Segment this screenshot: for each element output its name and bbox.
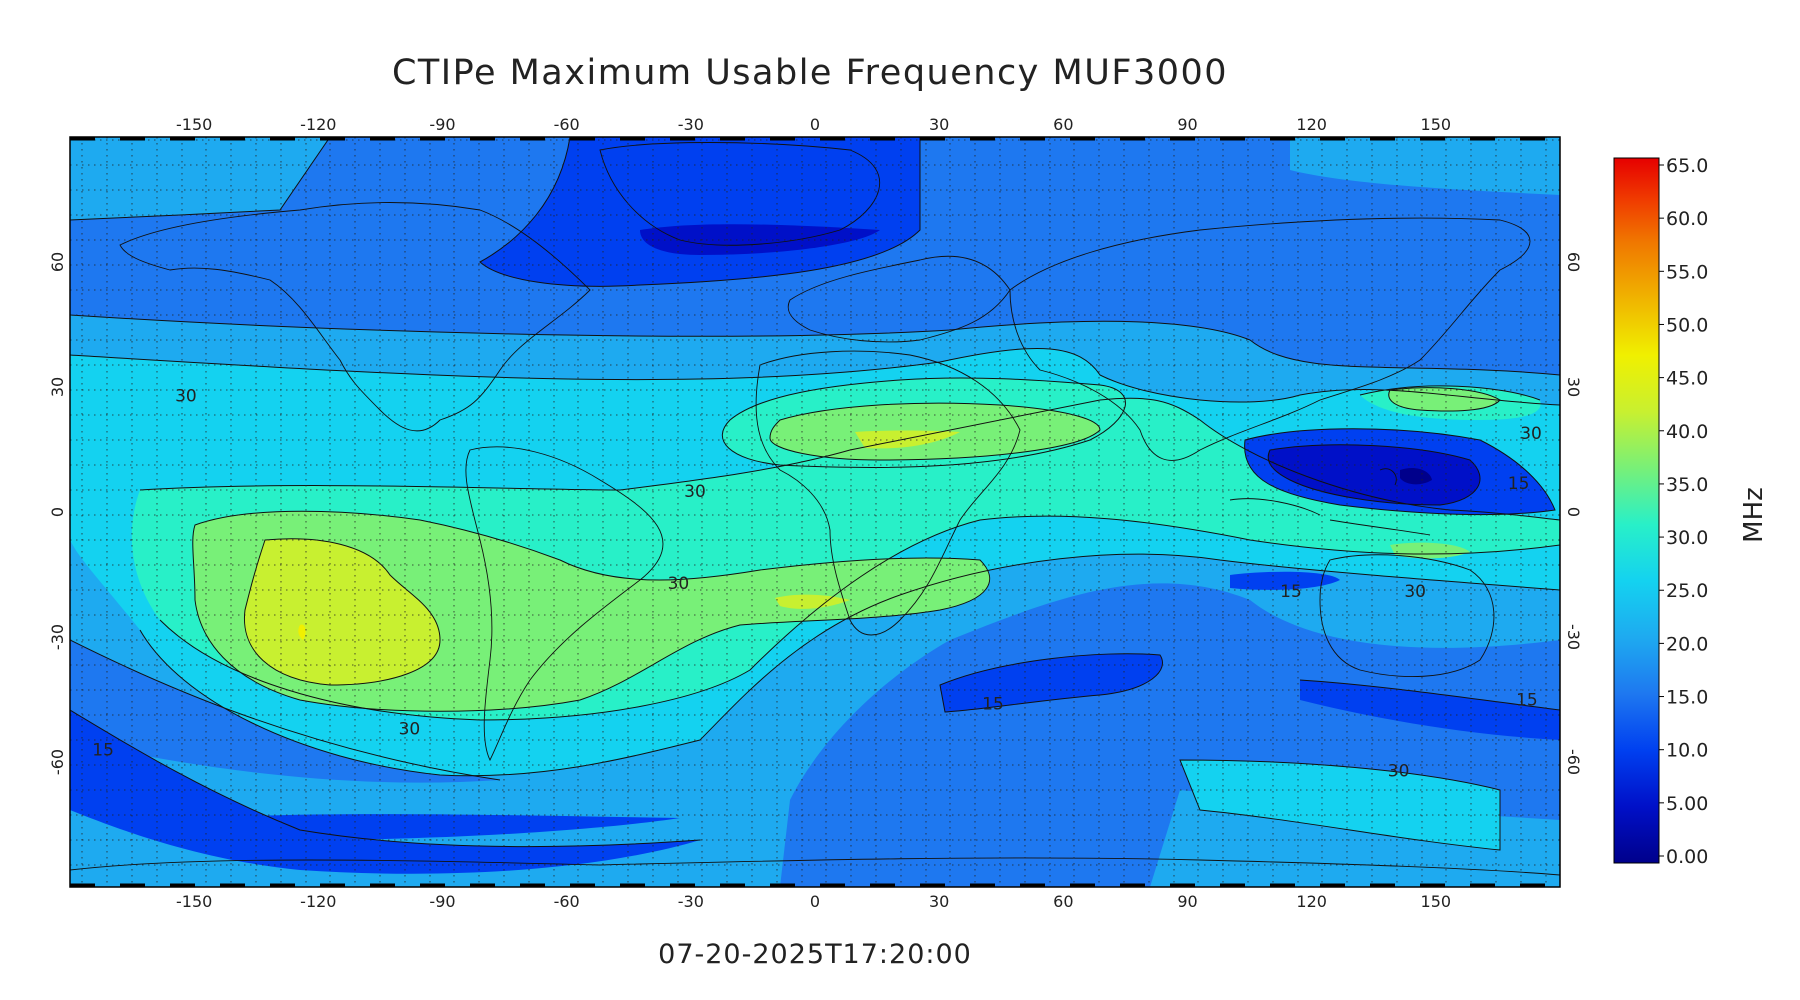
contour-label: 30 bbox=[175, 386, 197, 406]
lon-tick-top: 0 bbox=[810, 115, 820, 134]
lon-tick-bottom: 120 bbox=[1296, 892, 1327, 911]
lon-tick-bottom: 60 bbox=[1053, 892, 1073, 911]
contour-lines bbox=[70, 137, 1560, 851]
colorbar-unit-label: MHz bbox=[1739, 487, 1769, 543]
colorbar-tick-label: 55.0 bbox=[1666, 261, 1708, 283]
lat-tick-right: 0 bbox=[1564, 507, 1583, 517]
lon-tick-bottom: -150 bbox=[176, 892, 212, 911]
colorbar-ticks: 0.00 5.00 10.0 15.0 20.0 25.0 30.0 35.0 40.0 45.0… bbox=[1659, 155, 1708, 868]
colorbar-gradient bbox=[1613, 157, 1660, 864]
lon-tick-top: -60 bbox=[554, 115, 580, 134]
colorbar-tick-label: 40.0 bbox=[1666, 421, 1708, 443]
lon-tick-bottom: -30 bbox=[678, 892, 704, 911]
contour-label: 15 bbox=[1516, 691, 1538, 711]
latitude-labels-right: 60 30 0 -30 -60 bbox=[1564, 252, 1583, 775]
map-frame bbox=[69, 136, 1561, 888]
contour-label: 30 bbox=[399, 720, 421, 740]
longitude-labels-top: -150 -120 -90 -60 -30 0 30 60 90 120 150 bbox=[176, 115, 1451, 134]
lon-tick-bottom: 30 bbox=[929, 892, 949, 911]
lon-tick-top: 120 bbox=[1296, 115, 1327, 134]
lon-tick-bottom: -60 bbox=[554, 892, 580, 911]
timestamp-label: 07-20-2025T17:20:00 bbox=[658, 939, 972, 970]
colorbar-tick-label: 60.0 bbox=[1666, 208, 1708, 230]
muf-contour-map: 30 30 30 30 30 30 30 15 15 15 15 15 bbox=[70, 137, 1560, 887]
map-title: CTIPe Maximum Usable Frequency MUF3000 bbox=[392, 53, 1228, 93]
lon-tick-top: -30 bbox=[678, 115, 704, 134]
lat-lon-grid bbox=[70, 137, 1560, 887]
colorbar-tick-label: 30.0 bbox=[1666, 527, 1708, 549]
lon-tick-bottom: 0 bbox=[810, 892, 820, 911]
colorbar-tick-label: 50.0 bbox=[1666, 314, 1708, 336]
lat-tick-right: 30 bbox=[1564, 377, 1583, 397]
contour-label: 15 bbox=[92, 741, 114, 761]
colorbar-tick-label: 5.00 bbox=[1666, 793, 1708, 815]
colorbar-tick-label: 0.00 bbox=[1666, 846, 1708, 868]
contour-label: 15 bbox=[1280, 582, 1302, 602]
colorbar-tick-label: 35.0 bbox=[1666, 474, 1708, 496]
contour-label: 15 bbox=[1508, 474, 1530, 494]
lon-tick-top: -120 bbox=[300, 115, 336, 134]
colorbar-tick-label: 45.0 bbox=[1666, 368, 1708, 390]
lat-tick-left: -30 bbox=[48, 624, 67, 650]
colorbar: 0.00 5.00 10.0 15.0 20.0 25.0 30.0 35.0 40.0 45.0… bbox=[1613, 155, 1769, 868]
contour-label: 30 bbox=[1520, 424, 1542, 444]
contour-label: 30 bbox=[684, 482, 706, 502]
lat-tick-left: 30 bbox=[48, 377, 67, 397]
coastlines bbox=[70, 142, 1560, 876]
colorbar-tick-label: 65.0 bbox=[1666, 155, 1708, 177]
contour-label: 30 bbox=[668, 574, 690, 594]
lat-tick-right: -30 bbox=[1564, 624, 1583, 650]
lon-tick-top: 30 bbox=[929, 115, 949, 134]
lon-tick-bottom: -90 bbox=[429, 892, 455, 911]
contour-label: 15 bbox=[982, 695, 1004, 715]
contour-value-labels: 30 30 30 30 30 30 30 15 15 15 15 15 bbox=[92, 386, 1542, 781]
colorbar-tick-label: 25.0 bbox=[1666, 580, 1708, 602]
contour-label: 30 bbox=[1404, 582, 1426, 602]
lon-tick-bottom: -120 bbox=[300, 892, 336, 911]
lon-tick-top: -90 bbox=[429, 115, 455, 134]
lat-tick-right: -60 bbox=[1564, 749, 1583, 775]
lon-tick-top: 150 bbox=[1421, 115, 1452, 134]
lat-tick-right: 60 bbox=[1564, 252, 1583, 272]
lon-tick-top: 60 bbox=[1053, 115, 1073, 134]
contour-label: 30 bbox=[1388, 761, 1410, 781]
lat-tick-left: -60 bbox=[48, 749, 67, 775]
latitude-labels-left: 60 30 0 -30 -60 bbox=[48, 252, 67, 775]
colorbar-tick-label: 15.0 bbox=[1666, 687, 1708, 709]
lat-tick-left: 60 bbox=[48, 252, 67, 272]
lon-tick-bottom: 150 bbox=[1421, 892, 1452, 911]
longitude-labels-bottom: -150 -120 -90 -60 -30 0 30 60 90 120 150 bbox=[176, 892, 1451, 911]
lat-tick-left: 0 bbox=[48, 507, 67, 517]
lon-tick-bottom: 90 bbox=[1177, 892, 1197, 911]
colorbar-tick-label: 10.0 bbox=[1666, 740, 1708, 762]
lon-tick-top: -150 bbox=[176, 115, 212, 134]
lon-tick-top: 90 bbox=[1177, 115, 1197, 134]
colorbar-tick-label: 20.0 bbox=[1666, 633, 1708, 655]
